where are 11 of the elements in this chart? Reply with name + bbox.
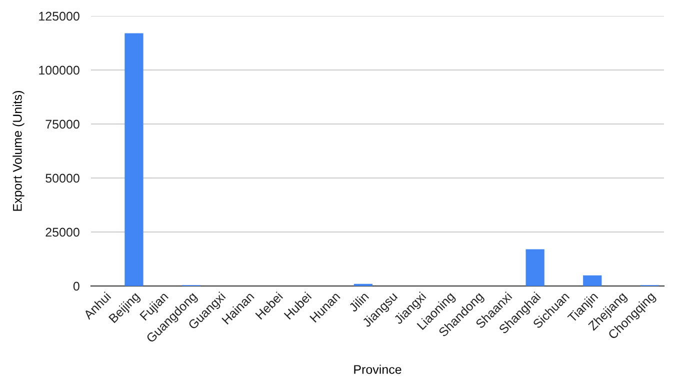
y-tick-label: 125000 bbox=[39, 12, 80, 21]
y-tick-label: 75000 bbox=[46, 120, 80, 129]
bar bbox=[124, 33, 144, 286]
y-tick-label: 25000 bbox=[46, 228, 80, 237]
bar bbox=[526, 249, 544, 286]
x-axis-title: Province bbox=[354, 364, 402, 374]
y-tick-label: 50000 bbox=[46, 174, 80, 183]
y-tick-label: 100000 bbox=[39, 66, 80, 75]
y-axis-title: Export Volume (Units) bbox=[12, 90, 24, 211]
y-tick-label: 0 bbox=[73, 282, 80, 291]
bar bbox=[583, 275, 602, 286]
